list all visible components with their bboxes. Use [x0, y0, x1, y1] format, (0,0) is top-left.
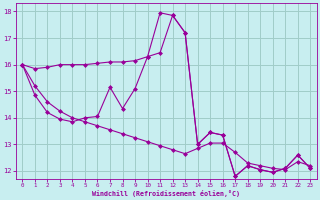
X-axis label: Windchill (Refroidissement éolien,°C): Windchill (Refroidissement éolien,°C)	[92, 190, 240, 197]
